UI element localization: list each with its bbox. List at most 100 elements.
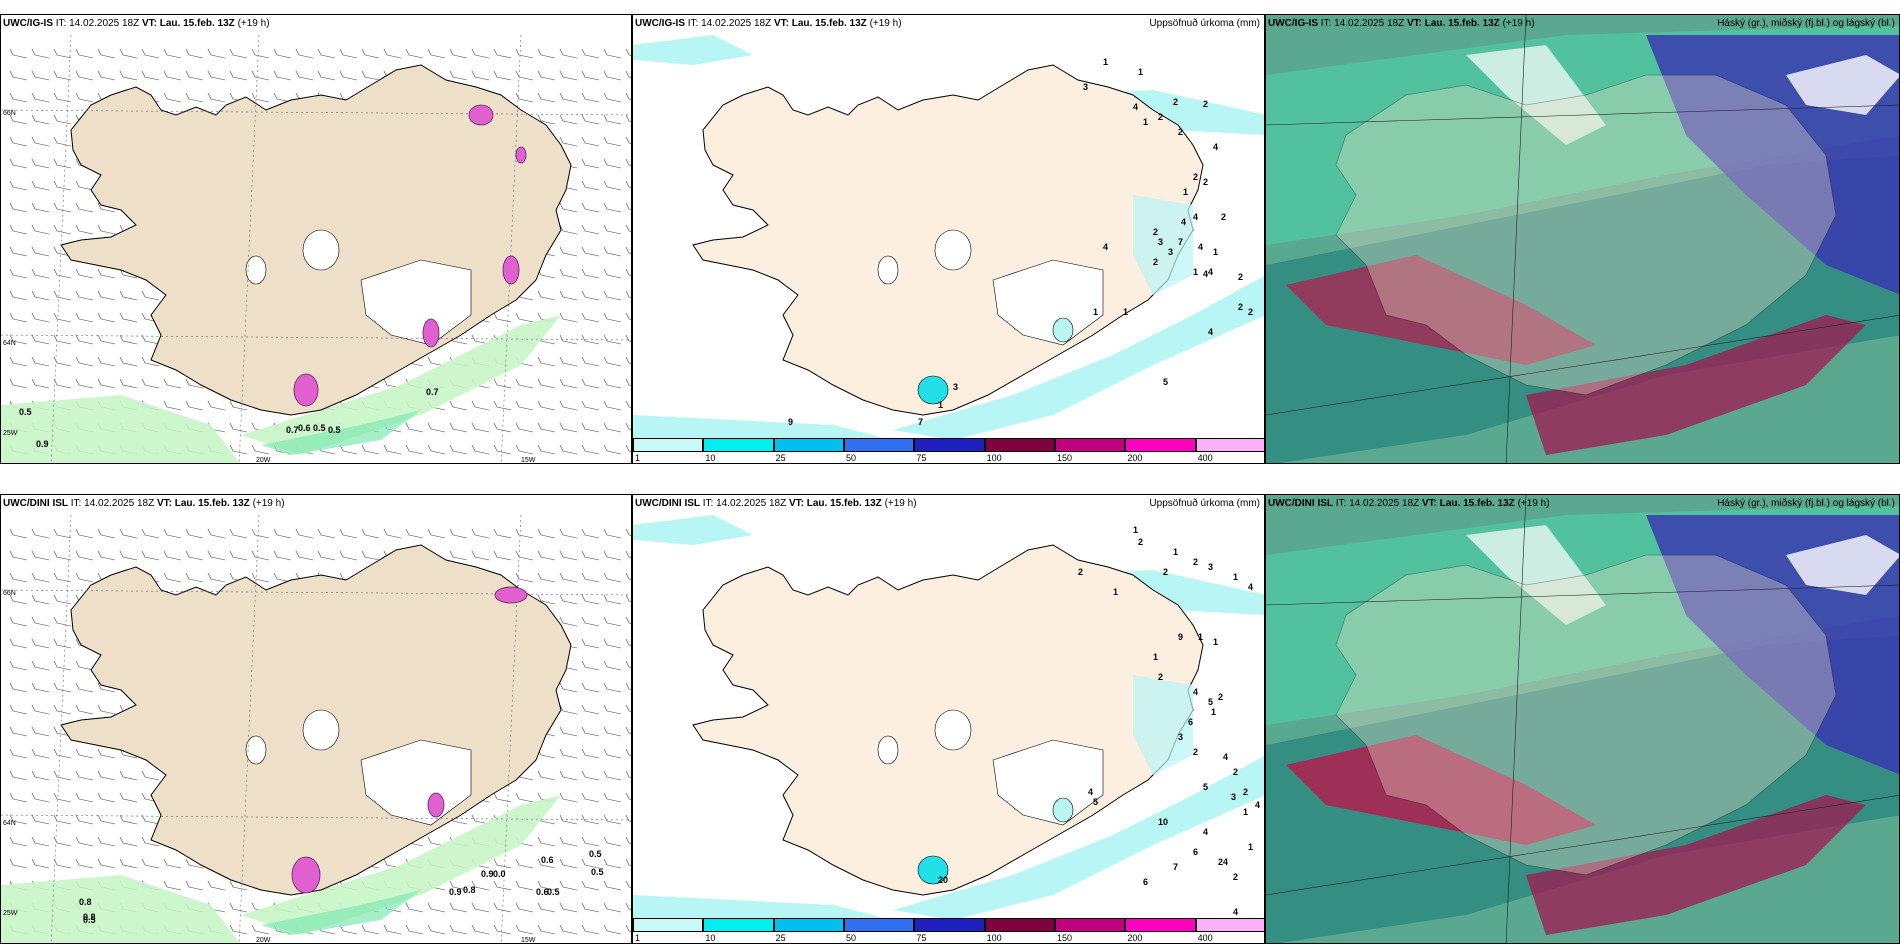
wind-barb — [584, 54, 600, 59]
wind-barb-flag — [317, 48, 322, 56]
wind-barb-flag — [75, 312, 80, 320]
wind-barb — [518, 428, 534, 433]
panel-header: UWC/IG-IS IT: 14.02.2025 18Z VT: Lau. 15… — [1268, 18, 1535, 29]
wind-barb — [34, 864, 50, 869]
glacier — [302, 229, 340, 271]
wind-barb — [518, 54, 534, 59]
wind-barb — [430, 534, 446, 539]
wind-barb-flag — [185, 378, 190, 386]
wind-barb-flag — [405, 528, 410, 536]
wind-barb-flag — [229, 70, 234, 78]
wind-barb — [78, 534, 94, 539]
vt-label: VT: — [773, 18, 789, 29]
wind-barb — [34, 186, 50, 191]
precip-value-label: 4 — [1208, 327, 1213, 337]
wind-barb-flag — [31, 136, 36, 144]
wind-barb-flag — [515, 924, 520, 932]
wind-barb-flag — [9, 616, 14, 624]
wind-barb — [78, 296, 94, 301]
wind-barb-flag — [515, 312, 520, 320]
wind-barb-flag — [427, 528, 432, 536]
wind-barb-flag — [141, 792, 146, 800]
wind-barb-flag — [493, 70, 498, 78]
wind-barb-flag — [317, 70, 322, 78]
wind-barb-flag — [207, 400, 212, 408]
wind-barb-flag — [581, 528, 586, 536]
precip-value-label: 2 — [1153, 257, 1158, 267]
precip-value-label: 4 — [1248, 582, 1253, 592]
wind-barb — [342, 450, 358, 455]
wind-barb-flag — [273, 70, 278, 78]
wind-barb-flag — [9, 268, 14, 276]
colorbar-swatch — [1195, 918, 1264, 932]
precip-value-label: 3 — [1168, 247, 1173, 257]
wind-barb — [100, 208, 116, 213]
precip-shade — [1133, 675, 1193, 775]
wind-barb-flag — [625, 312, 630, 320]
wind-barb-flag — [581, 858, 586, 866]
init-time: 14.02.2025 18Z — [716, 498, 787, 509]
precip-value-label: 3 — [1083, 82, 1088, 92]
wind-barb — [232, 556, 248, 561]
wind-barb-flag — [75, 660, 80, 668]
lon-label-15w: 15W — [521, 457, 536, 464]
wind-barb — [518, 318, 534, 323]
panel-title: Háský (gr.), miðský (fj.bl.) og lágský (… — [1717, 18, 1895, 29]
precip-value-label: 3 — [953, 382, 958, 392]
wind-barb — [584, 908, 600, 913]
wind-barb-flag — [273, 550, 278, 558]
wind-barb-flag — [31, 682, 36, 690]
cloud-map[interactable] — [1266, 495, 1900, 944]
wind-barb-flag — [581, 924, 586, 932]
wind-barb-flag — [75, 550, 80, 558]
wind-barb-flag — [471, 334, 476, 342]
wind-barb-flag — [97, 48, 102, 56]
wind-barb — [122, 842, 138, 847]
wind-barb-flag — [493, 528, 498, 536]
wind-barb-flag — [581, 836, 586, 844]
wind-barb-flag — [97, 290, 102, 298]
wind-barb-flag — [537, 836, 542, 844]
wind-barb — [562, 534, 578, 539]
wind-barb — [144, 296, 160, 301]
wind-barb — [562, 340, 578, 345]
wind-barb-flag — [9, 114, 14, 122]
wind-barb-flag — [9, 92, 14, 100]
precip-shade — [241, 315, 561, 455]
precip-value-label: 5 — [1163, 377, 1168, 387]
wind-barb-flag — [559, 378, 564, 386]
colorbar-swatch — [773, 918, 844, 932]
lat-label-64n: 64N — [3, 820, 16, 827]
wind-barb — [584, 710, 600, 715]
value-label: 0.5 — [19, 407, 32, 417]
wind-barb-flag — [581, 268, 586, 276]
wind-barb — [364, 556, 380, 561]
wind-barb-flag — [471, 70, 476, 78]
wind-barb-flag — [339, 550, 344, 558]
wind-barb-flag — [581, 334, 586, 342]
model-name: UWC/IG-IS — [1268, 18, 1318, 29]
wind-barb-flag — [625, 92, 630, 100]
wind-barb-flag — [493, 422, 498, 430]
wind-barb-flag — [471, 444, 476, 452]
wind-barb-flag — [141, 48, 146, 56]
wind-barb-flag — [163, 550, 168, 558]
wind-barb — [584, 776, 600, 781]
precip-value-label: 6 — [1193, 847, 1198, 857]
wind-barb — [606, 578, 622, 583]
wind-barb-flag — [31, 180, 36, 188]
wind-barb — [144, 362, 160, 367]
wind-barb — [584, 754, 600, 759]
wind-barb-flag — [9, 726, 14, 734]
wind-barb-flag — [31, 202, 36, 210]
wind-barb — [56, 600, 72, 605]
grid-line — [1266, 315, 1899, 416]
cloud-map[interactable] — [1266, 15, 1900, 464]
wind-barb-flag — [75, 70, 80, 78]
precip-value-label: 1 — [1213, 247, 1218, 257]
wind-barb-flag — [581, 312, 586, 320]
